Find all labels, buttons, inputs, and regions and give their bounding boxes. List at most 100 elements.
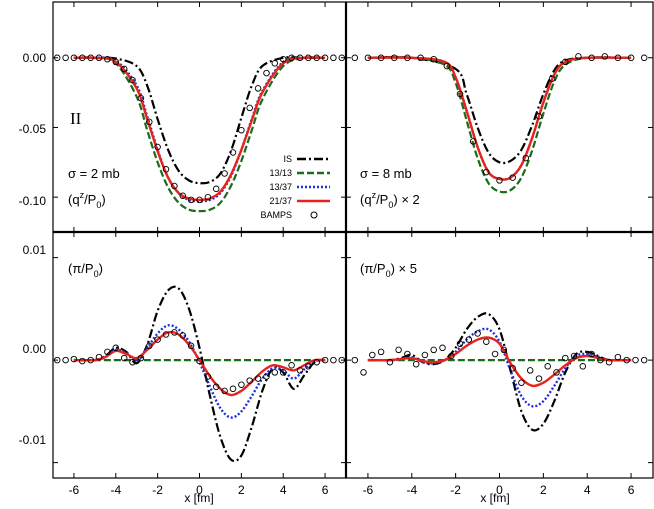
bamps-point-bottom-left — [305, 363, 312, 370]
bamps-point-top-left — [137, 94, 145, 102]
bamps-point-top-right — [456, 90, 464, 98]
bamps-point-bottom-left — [246, 377, 253, 384]
bamps-point-top-left — [112, 58, 120, 66]
series-line-13-13-top-right — [367, 56, 632, 194]
bamps-point-top-right — [548, 75, 556, 82]
x-tick-label-bottom-right: 2 — [540, 483, 547, 497]
quantity-label-top-left: (qz/P0) — [68, 190, 106, 210]
bamps-point-bottom-left — [154, 336, 161, 343]
axis-ticks — [53, 2, 653, 478]
x-tick-label-bottom-left: -6 — [69, 483, 80, 497]
bamps-point-top-right — [588, 54, 595, 62]
bamps-point-bottom-right — [553, 369, 560, 376]
bamps-point-bottom-right — [491, 350, 499, 358]
bamps-point-bottom-left — [221, 387, 228, 395]
bamps-point-top-left — [171, 182, 178, 190]
bamps-point-top-left — [129, 76, 136, 84]
bamps-point-bottom-right — [404, 350, 411, 358]
bamps-point-top-right — [627, 54, 635, 62]
bamps-point-top-right — [575, 53, 582, 60]
bamps-point-bottom-right — [395, 346, 402, 354]
bamps-point-bottom-right — [632, 356, 639, 364]
x-tick-label-bottom-right: 6 — [628, 483, 635, 497]
bamps-point-bottom-left — [330, 356, 337, 364]
bamps-point-bottom-right — [640, 356, 648, 364]
bamps-point-top-right — [351, 54, 359, 62]
series-line-21-37-bottom-right — [367, 336, 632, 388]
y-tick-label-bottom-1: 0.00 — [23, 342, 47, 356]
bamps-point-bottom-left — [263, 373, 270, 380]
bamps-point-bottom-right — [439, 344, 446, 352]
legend-label-13-13: 13/13 — [269, 168, 292, 178]
bamps-point-bottom-left — [120, 354, 128, 362]
bamps-point-top-left — [246, 104, 253, 112]
series-line-13-37-bottom-left — [73, 323, 326, 419]
legend-label-bamps: BAMPS — [260, 210, 292, 220]
bamps-point-bottom-left — [112, 344, 120, 352]
bamps-point-bottom-right — [360, 369, 367, 376]
bamps-point-bottom-right — [509, 365, 516, 372]
bamps-point-bottom-left — [137, 354, 145, 362]
bamps-point-top-left — [62, 54, 69, 62]
bamps-point-top-left — [296, 54, 304, 62]
x-tick-label-bottom-left: 2 — [238, 483, 245, 497]
bamps-point-bottom-left — [171, 329, 178, 336]
bamps-point-top-left — [146, 118, 153, 126]
bamps-point-top-left — [279, 55, 287, 63]
bamps-point-top-right — [496, 177, 503, 184]
bamps-point-top-left — [254, 85, 262, 92]
bamps-point-bottom-right — [614, 353, 622, 361]
bamps-point-bottom-right — [623, 356, 630, 364]
series-line-is-top-right — [367, 55, 632, 165]
bamps-points — [53, 53, 648, 395]
bamps-point-top-left — [95, 54, 103, 62]
x-tick-label-bottom-right: -6 — [363, 483, 374, 497]
bamps-point-bottom-right — [544, 363, 551, 370]
bamps-point-bottom-right — [421, 351, 429, 359]
bamps-point-bottom-left — [187, 342, 195, 350]
bamps-point-top-right — [522, 154, 530, 162]
bamps-point-top-left — [162, 166, 170, 173]
bamps-point-bottom-left — [146, 342, 153, 350]
bamps-point-top-left — [321, 54, 329, 62]
legend-marker-bamps — [310, 211, 318, 219]
sigma-label-top-right: σ = 8 mb — [360, 166, 412, 181]
bamps-point-top-left — [271, 60, 279, 67]
series-line-is-bottom-left — [73, 285, 326, 463]
bamps-point-top-right — [404, 54, 411, 62]
bamps-point-bottom-left — [129, 358, 136, 366]
bamps-point-bottom-right — [535, 375, 543, 382]
legend-label-13-37: 13/37 — [269, 182, 292, 192]
y-tick-label-top-1: -0.05 — [19, 122, 47, 136]
bamps-point-top-left — [313, 54, 320, 62]
y-tick-label-bottom-0: 0.01 — [23, 243, 47, 257]
series-line-21-37-bottom-left — [73, 330, 326, 397]
bamps-point-top-right — [417, 54, 424, 62]
bamps-point-bottom-right — [588, 350, 595, 358]
bamps-point-top-right — [562, 58, 569, 66]
bamps-point-top-left — [212, 185, 220, 193]
x-tick-label-bottom-right: -4 — [406, 483, 417, 497]
bamps-point-bottom-left — [279, 369, 287, 376]
series-line-is-bottom-right — [367, 312, 632, 432]
bamps-point-bottom-right — [605, 358, 613, 366]
y-tick-label-bottom-2: -0.01 — [19, 433, 47, 447]
bamps-point-top-right — [640, 54, 648, 62]
bamps-point-top-left — [204, 193, 212, 201]
bamps-point-bottom-left — [196, 357, 203, 365]
bamps-point-bottom-left — [313, 358, 320, 366]
bamps-point-bottom-right — [518, 379, 525, 386]
bamps-point-bottom-right — [369, 351, 376, 359]
bamps-point-bottom-right — [351, 356, 359, 364]
bamps-point-bottom-left — [271, 369, 279, 376]
bamps-point-bottom-right — [456, 340, 464, 347]
bamps-point-bottom-right — [474, 330, 481, 337]
bamps-point-bottom-left — [179, 332, 187, 339]
x-tick-label-bottom-right: -2 — [450, 483, 461, 497]
bamps-point-top-right — [443, 62, 451, 70]
bamps-point-bottom-right — [500, 346, 508, 354]
bamps-point-bottom-left — [254, 375, 262, 382]
bamps-point-top-left — [79, 54, 86, 62]
sigma-label-top-left: σ = 2 mb — [68, 166, 120, 181]
